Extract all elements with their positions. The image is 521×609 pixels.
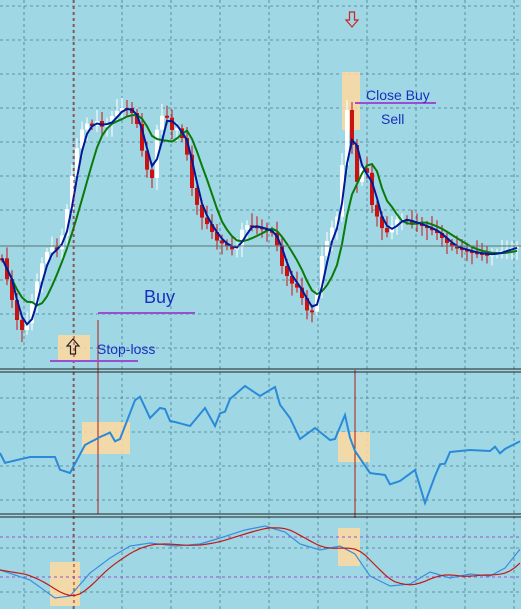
annotation-lines: [50, 102, 436, 362]
indicator-buy-highlight-box: [82, 422, 130, 454]
bull-candle: [325, 241, 329, 256]
bear-candle: [135, 113, 139, 124]
bear-candle: [200, 204, 204, 218]
arrow-down-icon: [344, 11, 360, 28]
bear-candle: [365, 168, 369, 173]
bull-candle: [45, 251, 49, 264]
bear-candle: [355, 145, 359, 182]
slow-moving-average-line: [1, 113, 518, 307]
bear-candle: [150, 169, 154, 178]
bull-candle: [175, 128, 179, 131]
bear-candle: [380, 216, 384, 229]
oscillator-fast-line: [0, 525, 521, 599]
bear-candle: [375, 205, 379, 217]
bear-candle: [145, 150, 149, 170]
bull-candle: [110, 116, 114, 125]
bull-candle: [330, 227, 334, 241]
bull-candle: [245, 225, 249, 230]
bear-candle: [440, 233, 444, 238]
bear-candle: [220, 240, 224, 244]
bear-candle: [310, 310, 314, 313]
bull-candle: [395, 219, 399, 226]
bull-candle: [35, 281, 39, 304]
bear-candle: [350, 110, 354, 145]
bear-candle: [370, 172, 374, 205]
sell-label: Sell: [381, 111, 404, 127]
close-buy-label: Close Buy: [366, 87, 430, 103]
bear-candle: [185, 138, 189, 155]
bear-candle: [285, 266, 289, 276]
bull-candle: [490, 254, 494, 257]
bull-candle: [80, 129, 84, 149]
fast-moving-average-line: [1, 107, 518, 327]
price-candles: [0, 98, 519, 342]
bull-candle: [515, 246, 519, 249]
bear-candle: [15, 300, 19, 320]
bear-candle: [280, 245, 284, 266]
bull-candle: [320, 256, 324, 292]
bear-candle: [445, 238, 449, 243]
bull-candle: [30, 304, 34, 324]
bear-candle: [385, 228, 389, 233]
bear-candle: [450, 243, 454, 247]
oscillator-slow-line: [0, 527, 521, 597]
buy-label: Buy: [144, 287, 175, 307]
bear-candle: [165, 115, 169, 118]
bull-candle: [120, 108, 124, 111]
oscillator-buy-highlight-box: [50, 562, 80, 606]
bear-candle: [435, 230, 439, 233]
bear-candle: [275, 232, 279, 246]
bear-candle: [295, 283, 299, 288]
bear-candle: [10, 279, 14, 300]
bear-candle: [455, 246, 459, 249]
bear-candle: [225, 243, 229, 247]
bear-candle: [190, 154, 194, 188]
bull-candle: [65, 209, 69, 236]
bear-candle: [470, 251, 474, 254]
bull-candle: [25, 323, 29, 330]
bull-candle: [240, 229, 244, 247]
bull-candle: [345, 110, 349, 165]
bear-candle: [205, 217, 209, 225]
bear-candle: [20, 320, 24, 330]
bull-candle: [40, 263, 44, 282]
bull-candle: [70, 176, 74, 209]
bull-candle: [340, 165, 344, 217]
bull-candle: [155, 129, 159, 178]
bear-candle: [305, 298, 309, 311]
bear-candle: [140, 124, 144, 151]
bear-candle: [300, 287, 304, 298]
bear-candle: [90, 123, 94, 126]
bear-candle: [170, 117, 174, 130]
bull-candle: [335, 216, 339, 228]
bull-candle: [105, 124, 109, 127]
bear-candle: [210, 224, 214, 232]
bear-candle: [475, 252, 479, 255]
bull-candle: [85, 123, 89, 130]
arrow-up-icon: [65, 338, 81, 355]
bear-candle: [195, 188, 199, 205]
bull-candle: [115, 111, 119, 116]
bear-candle: [230, 246, 234, 250]
bear-candle: [290, 276, 294, 284]
indicator-line: [0, 384, 521, 507]
bull-candle: [160, 115, 164, 130]
bull-candle: [75, 148, 79, 176]
bear-candle: [215, 232, 219, 241]
bull-candle: [50, 247, 54, 252]
signal-vertical-lines: [73, 0, 356, 609]
stop-loss-label: Stop-loss: [97, 341, 155, 357]
